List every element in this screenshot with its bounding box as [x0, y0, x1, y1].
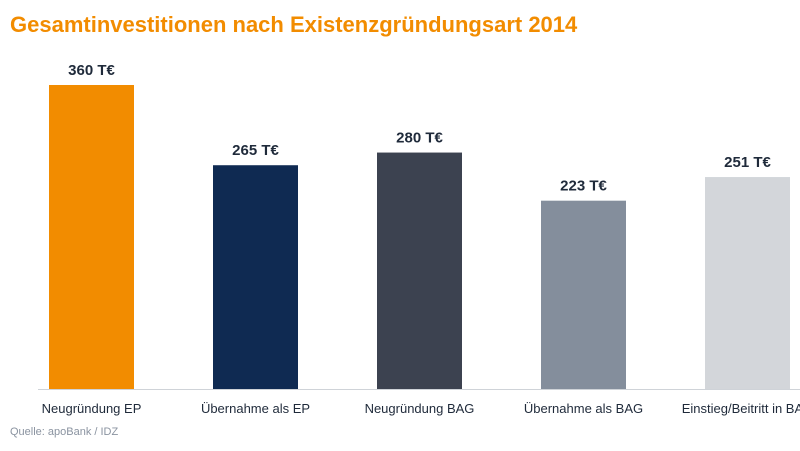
chart-title: Gesamtinvestitionen nach Existenzgründun…: [10, 12, 578, 37]
category-labels-layer: Neugründung EP Übernahme als EP Neugründun…: [42, 401, 800, 416]
value-labels-layer: 360 T€ 265 T€ 280 T€ 223 T€ 251 T€: [68, 62, 771, 195]
bar-einstieg-beitritt-in-bag: [705, 177, 790, 389]
bar-neugruendung-ep: [49, 85, 134, 389]
bar-neugruendung-bag: [377, 152, 462, 389]
value-label-uebernahme-als-ep: 265 T€: [232, 142, 279, 159]
value-label-neugruendung-bag: 280 T€: [396, 130, 443, 147]
value-label-einstieg-beitritt-in-bag: 251 T€: [724, 154, 771, 171]
source-note: Quelle: apoBank / IDZ: [10, 426, 119, 438]
category-label-einstieg-beitritt-in-bag: Einstieg/Beitritt in BAG: [682, 401, 800, 416]
category-label-neugruendung-ep: Neugründung EP: [42, 401, 142, 416]
value-label-neugruendung-ep: 360 T€: [68, 62, 115, 79]
category-label-uebernahme-als-ep: Übernahme als EP: [201, 401, 310, 416]
value-label-uebernahme-als-bag: 223 T€: [560, 178, 607, 195]
category-label-neugruendung-bag: Neugründung BAG: [365, 401, 475, 416]
bar-uebernahme-als-ep: [213, 165, 298, 389]
category-label-uebernahme-als-bag: Übernahme als BAG: [524, 401, 643, 416]
bars-layer: [49, 85, 790, 389]
bar-uebernahme-als-bag: [541, 200, 626, 389]
